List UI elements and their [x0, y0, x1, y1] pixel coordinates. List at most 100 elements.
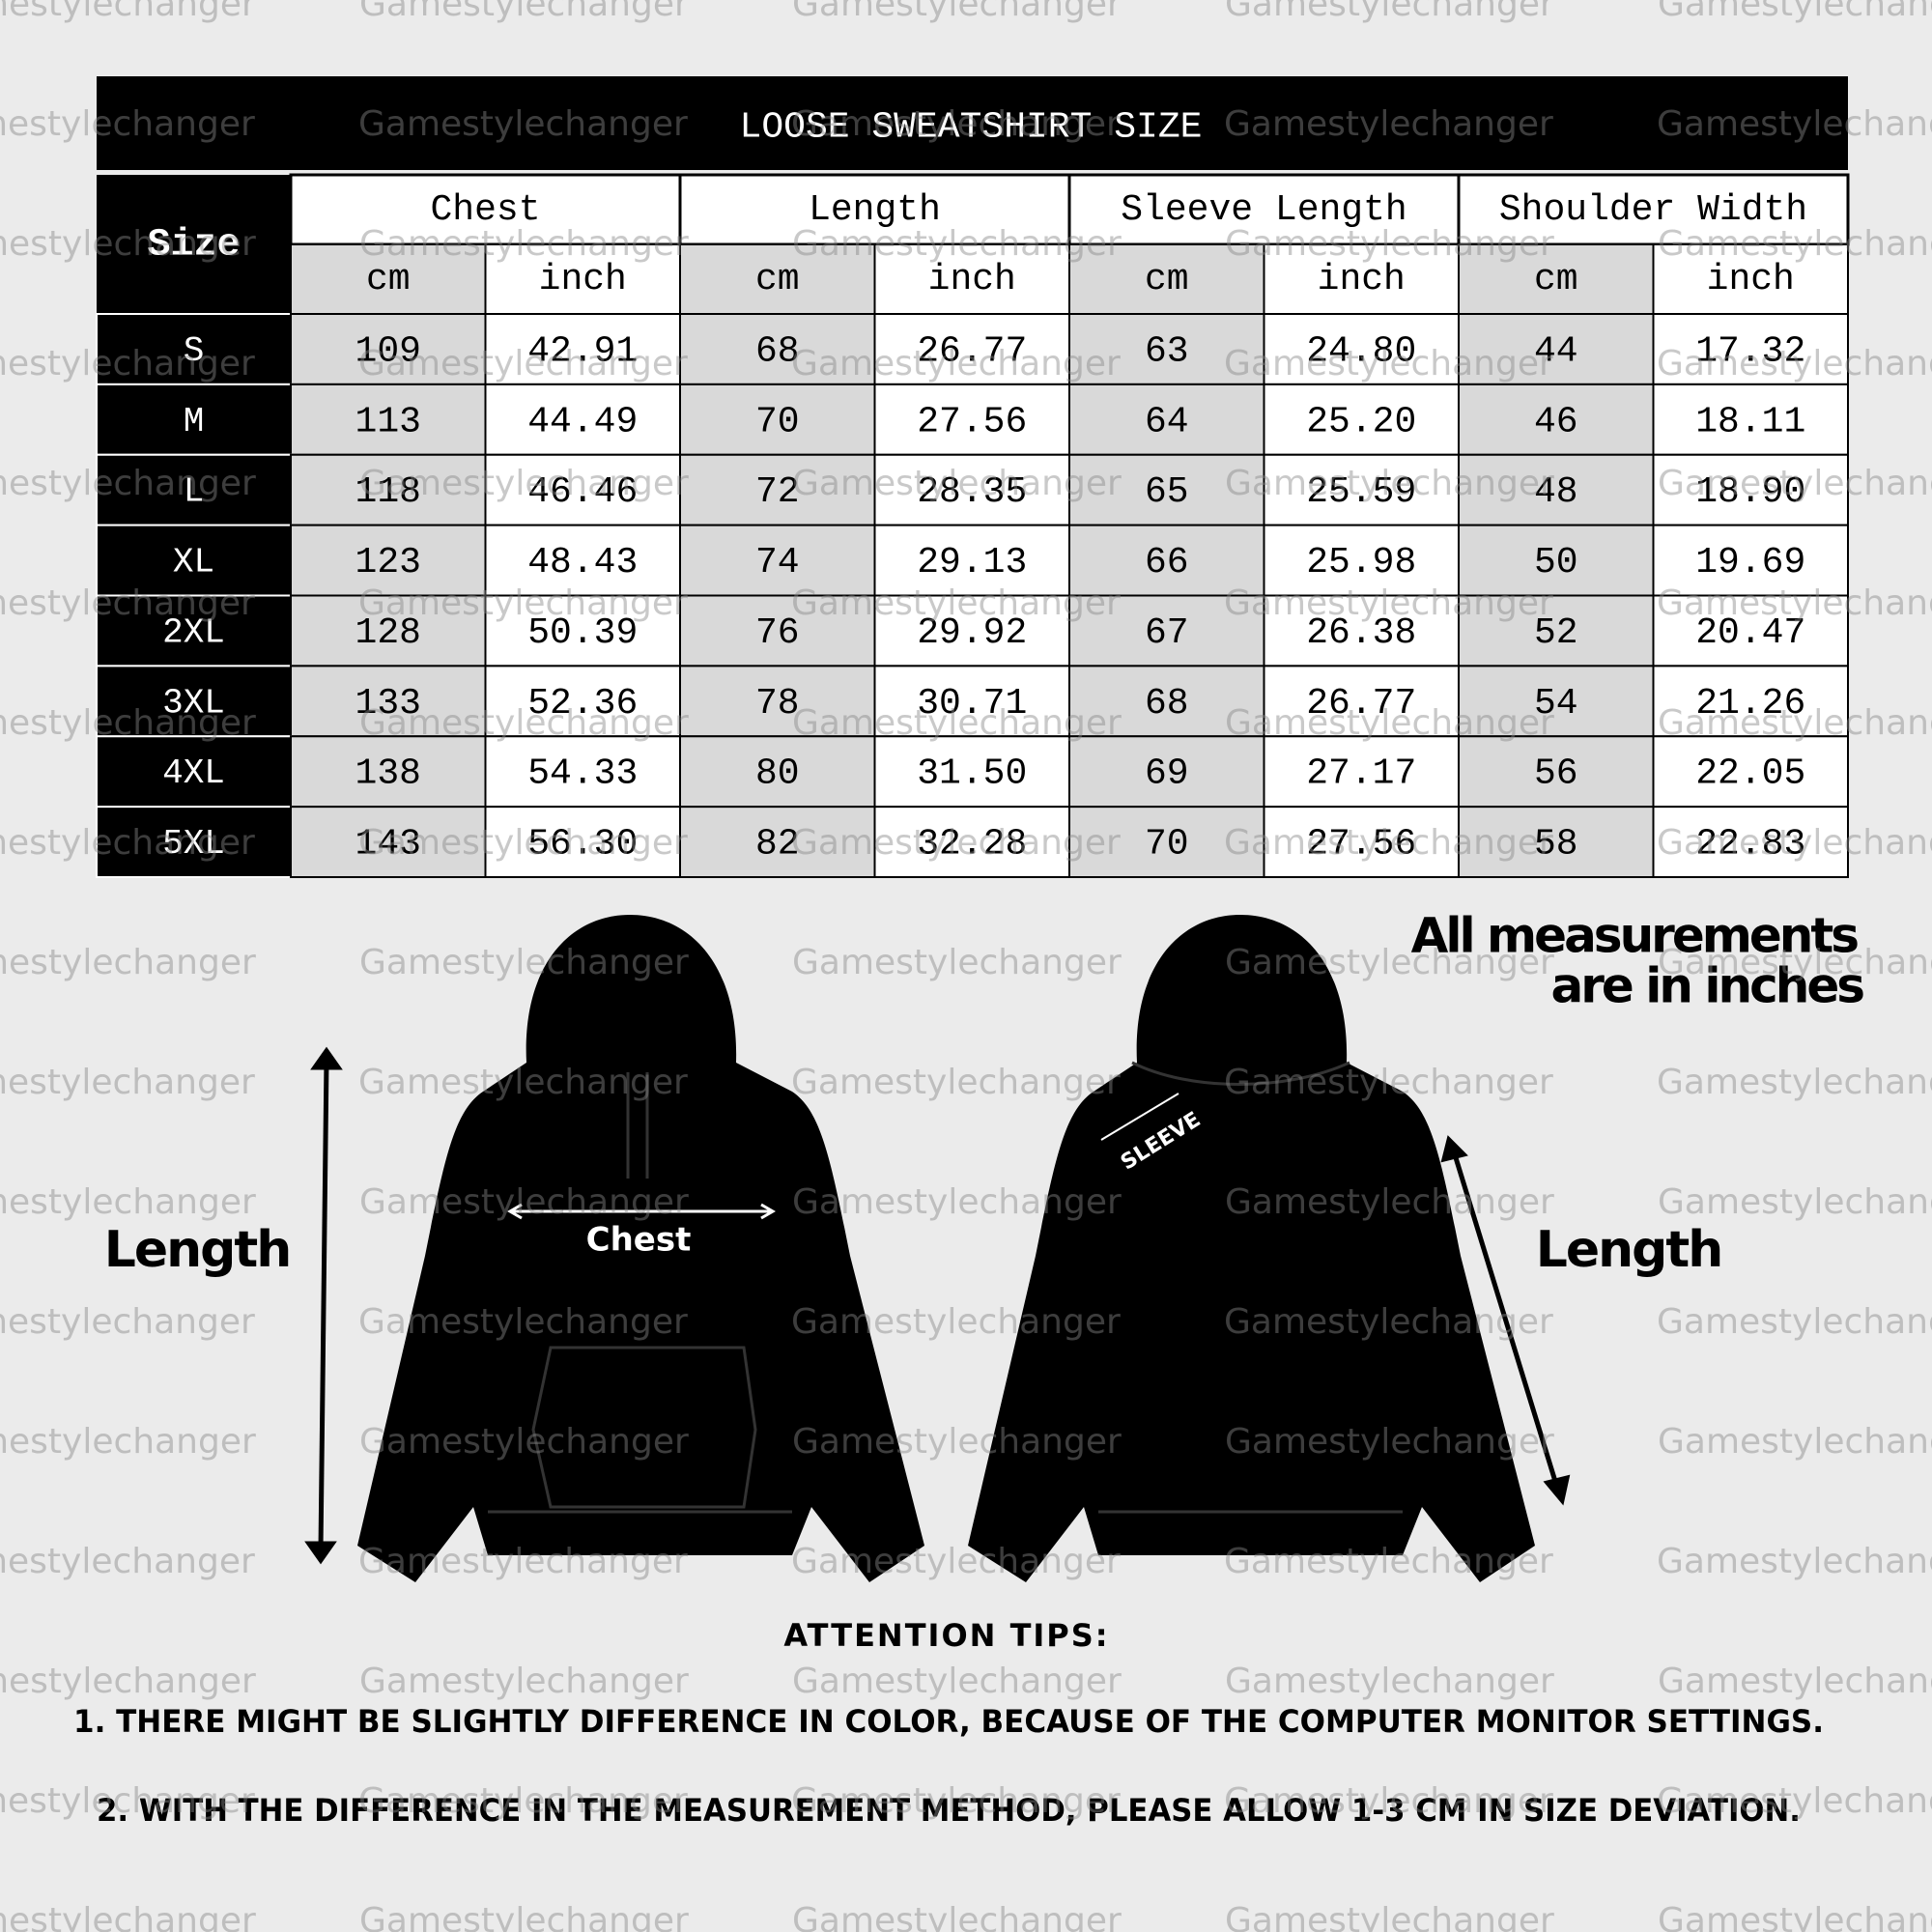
cell-value: 27.56 — [917, 401, 1027, 442]
cell-value: 32.28 — [917, 824, 1027, 866]
chest-arrow — [507, 1203, 776, 1220]
watermark: Gamestylechanger — [0, 224, 256, 264]
table-cell — [484, 524, 681, 597]
hoodie-diagram — [304, 915, 1571, 1582]
group-header: Chest — [430, 189, 540, 231]
watermark: Gamestylechanger — [1224, 1542, 1553, 1581]
table-cell — [1263, 735, 1460, 809]
watermark: Gamestylechanger — [1224, 823, 1553, 863]
table-cell — [1652, 453, 1849, 526]
table-cell — [1263, 313, 1460, 385]
cell-value: 20.47 — [1695, 612, 1805, 654]
watermark: Gamestylechanger — [1225, 1662, 1554, 1701]
hoodie-details — [1098, 1061, 1403, 1514]
table-cell — [1068, 524, 1265, 597]
table-cell — [1458, 594, 1655, 668]
table-cell — [1068, 594, 1265, 668]
cell-value: 46 — [1534, 401, 1578, 442]
cell-value: 78 — [755, 683, 800, 724]
watermark: Gamestylechanger — [0, 823, 255, 863]
hoodie-shape — [968, 915, 1535, 1582]
size-label: 4XL — [162, 753, 225, 793]
unit-header-cell — [484, 243, 681, 315]
watermark: Gamestylechanger — [0, 1182, 256, 1222]
table-cell — [1263, 665, 1460, 738]
group-header-cell — [1067, 173, 1461, 246]
table-cell — [484, 735, 681, 809]
watermark: Gamestylechanger — [0, 1781, 255, 1821]
length-label: Length — [1536, 1221, 1722, 1279]
table-cell — [1652, 383, 1849, 456]
group-header-cell — [1457, 173, 1850, 246]
tips-heading: ATTENTION TIPS: — [783, 1617, 1109, 1654]
size-cell — [96, 665, 292, 738]
table-cell — [290, 594, 487, 668]
size-label: S — [184, 331, 205, 371]
table-cell — [484, 806, 681, 878]
unit-header-cell — [1652, 243, 1849, 315]
table-cell — [290, 524, 487, 597]
size-label: 3XL — [162, 683, 225, 723]
size-label: 5XL — [162, 824, 225, 864]
cell-value: 118 — [355, 471, 421, 513]
watermark: Gamestylechanger — [358, 344, 688, 384]
cell-value: 128 — [355, 612, 421, 654]
watermark: Gamestylechanger — [0, 104, 255, 144]
table-cell — [1458, 735, 1655, 809]
cell-value: 69 — [1145, 753, 1189, 795]
table-cell — [873, 806, 1070, 878]
table-cell — [290, 735, 487, 809]
watermark: Gamestylechanger — [0, 583, 255, 623]
tip: 2. WITH THE DIFFERENCE IN THE MEASUREMEN… — [97, 1792, 1801, 1829]
watermark: Gamestylechanger — [1658, 1182, 1932, 1222]
watermark: Gamestylechanger — [1657, 1781, 1932, 1821]
cell-value: 70 — [1145, 824, 1189, 866]
cell-value: 29.92 — [917, 612, 1027, 654]
watermark: Gamestylechanger — [1657, 1302, 1932, 1342]
watermark: Gamestylechanger — [1225, 703, 1554, 743]
table-cell — [1263, 806, 1460, 878]
watermark: Gamestylechanger — [1224, 1063, 1553, 1102]
cell-value: 138 — [355, 753, 421, 795]
unit-header: inch — [928, 259, 1016, 300]
cell-value: 27.17 — [1306, 753, 1416, 795]
watermark: Gamestylechanger — [1657, 1063, 1932, 1102]
watermark: Gamestylechanger — [358, 1781, 688, 1821]
cell-value: 74 — [755, 542, 800, 583]
cell-value: 52.36 — [527, 683, 638, 724]
size-cell — [96, 383, 292, 456]
group-header-cell — [289, 173, 682, 246]
table-cell — [1263, 594, 1460, 668]
watermark: Gamestylechanger — [358, 1063, 688, 1102]
table-cell — [679, 665, 876, 738]
watermark: Gamestylechanger — [1225, 464, 1554, 503]
watermark: Gamestylechanger — [1224, 583, 1553, 623]
table-cell — [1458, 383, 1655, 456]
watermark: Gamestylechanger — [1225, 1422, 1554, 1462]
arrow-line — [1100, 1093, 1179, 1141]
watermark: Gamestylechanger — [359, 0, 689, 24]
watermark: Gamestylechanger — [1658, 464, 1932, 503]
watermark: Gamestylechanger — [359, 1662, 689, 1701]
watermark: Gamestylechanger — [1657, 583, 1932, 623]
table-cell — [1263, 524, 1460, 597]
title-bar — [97, 76, 1848, 170]
watermark: Gamestylechanger — [791, 583, 1121, 623]
cell-value: 66 — [1145, 542, 1189, 583]
length-label: Length — [104, 1221, 291, 1279]
cell-value: 18.11 — [1695, 401, 1805, 442]
cell-value: 133 — [355, 683, 421, 724]
table-cell — [484, 665, 681, 738]
table-cell — [1068, 735, 1265, 809]
cell-value: 67 — [1145, 612, 1189, 654]
cell-value: 143 — [355, 824, 421, 866]
table-cell — [1458, 806, 1655, 878]
watermark: Gamestylechanger — [0, 1542, 255, 1581]
hoodie-shape — [357, 915, 924, 1582]
cell-value: 54.33 — [527, 753, 638, 795]
cell-value: 18.90 — [1695, 471, 1805, 513]
watermark: Gamestylechanger — [1657, 1542, 1932, 1581]
table-cell — [1068, 665, 1265, 738]
